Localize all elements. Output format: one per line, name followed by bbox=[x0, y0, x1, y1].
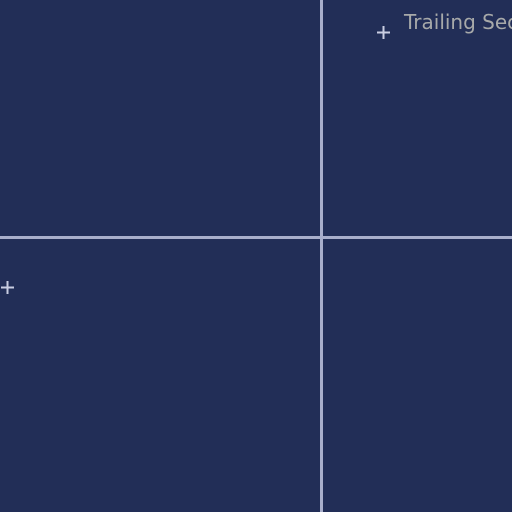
horizontal-guide-line[interactable] bbox=[0, 236, 512, 239]
vertical-guide-line[interactable] bbox=[320, 0, 323, 512]
trailing-label: Trailing Sec bbox=[404, 10, 512, 34]
plus-crosshair-icon[interactable] bbox=[1, 281, 14, 294]
plus-crosshair-icon[interactable] bbox=[377, 26, 390, 39]
